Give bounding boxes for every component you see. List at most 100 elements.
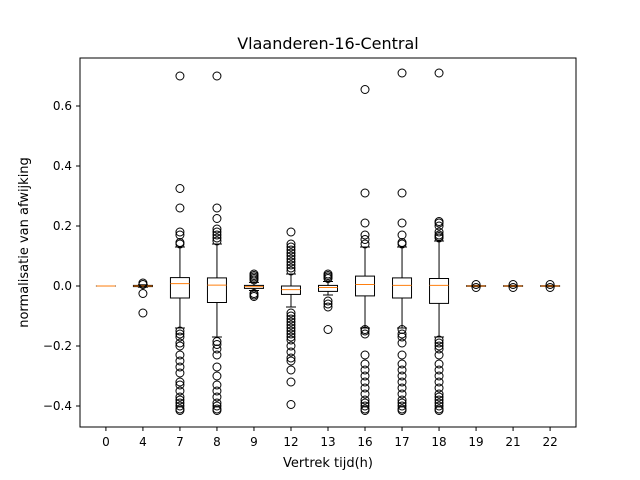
outlier-point bbox=[434, 392, 444, 402]
box-group-16 bbox=[355, 85, 376, 415]
outlier-point bbox=[360, 406, 370, 415]
outlier-point bbox=[212, 406, 222, 415]
box-group-9 bbox=[243, 269, 264, 301]
outlier-point bbox=[212, 230, 222, 240]
outlier-point bbox=[286, 365, 296, 375]
outlier-point bbox=[175, 395, 185, 405]
y-tick-label: −0.4 bbox=[43, 399, 72, 413]
outlier-point bbox=[434, 377, 444, 387]
outlier-point bbox=[508, 283, 518, 292]
outlier-point bbox=[286, 248, 296, 258]
outlier-point bbox=[212, 386, 222, 396]
box-group-22 bbox=[540, 280, 561, 292]
outlier-point bbox=[138, 289, 148, 298]
outlier-point bbox=[397, 239, 407, 249]
box-group-18 bbox=[429, 68, 450, 415]
outlier-point bbox=[212, 227, 222, 237]
outlier-point bbox=[434, 350, 444, 360]
outlier-point bbox=[175, 368, 185, 378]
outlier-point bbox=[175, 362, 185, 372]
outlier-point bbox=[286, 347, 296, 357]
outlier-point bbox=[434, 365, 444, 375]
outlier-point bbox=[545, 283, 555, 292]
outlier-point bbox=[175, 356, 185, 366]
outlier-point bbox=[434, 227, 444, 237]
outlier-point bbox=[212, 392, 222, 402]
outlier-point bbox=[286, 251, 296, 261]
outlier-point bbox=[397, 389, 407, 399]
outlier-point bbox=[508, 280, 518, 289]
outlier-point bbox=[397, 406, 407, 415]
outlier-point bbox=[212, 71, 222, 81]
outlier-point bbox=[360, 377, 370, 387]
y-axis-label: normalisatie van afwijking bbox=[17, 157, 32, 328]
outlier-point bbox=[360, 239, 370, 249]
outlier-point bbox=[434, 221, 444, 231]
outlier-point bbox=[360, 329, 370, 339]
outlier-point bbox=[397, 332, 407, 342]
outlier-point bbox=[175, 392, 185, 402]
outlier-point bbox=[360, 383, 370, 393]
x-tick-label: 9 bbox=[250, 435, 258, 449]
outlier-point bbox=[323, 325, 333, 334]
outlier-point bbox=[175, 71, 185, 81]
outlier-point bbox=[175, 380, 185, 390]
outlier-point bbox=[360, 218, 370, 228]
outlier-point bbox=[212, 380, 222, 390]
outlier-point bbox=[212, 233, 222, 243]
outlier-point bbox=[286, 245, 296, 255]
outlier-point bbox=[286, 254, 296, 264]
x-tick-label: 13 bbox=[320, 435, 335, 449]
outlier-point bbox=[434, 341, 444, 351]
outlier-point bbox=[175, 406, 185, 415]
outlier-point bbox=[360, 371, 370, 381]
outlier-point bbox=[175, 332, 185, 342]
outlier-point bbox=[286, 308, 296, 318]
box bbox=[392, 277, 413, 299]
outlier-point bbox=[434, 401, 444, 411]
outlier-point bbox=[360, 350, 370, 360]
box-group-17 bbox=[392, 68, 413, 415]
outlier-point bbox=[360, 326, 370, 336]
box-group-4 bbox=[132, 278, 153, 318]
y-tick-label: 0.0 bbox=[53, 279, 72, 293]
x-tick-label: 18 bbox=[431, 435, 446, 449]
outlier-point bbox=[212, 344, 222, 354]
box-group-12 bbox=[280, 227, 301, 409]
outlier-point bbox=[397, 230, 407, 240]
x-tick-label: 4 bbox=[139, 435, 147, 449]
outlier-point bbox=[286, 353, 296, 363]
y-axis: −0.4 −0.2 0.0 0.2 0.4 0.6 bbox=[43, 99, 80, 413]
outlier-point bbox=[212, 236, 222, 246]
outlier-point bbox=[323, 274, 333, 283]
outlier-point bbox=[434, 406, 444, 415]
outlier-point bbox=[249, 292, 259, 301]
outlier-point bbox=[434, 359, 444, 369]
outlier-point bbox=[286, 329, 296, 339]
outlier-point bbox=[323, 299, 333, 309]
box bbox=[355, 275, 376, 297]
outlier-point bbox=[434, 233, 444, 243]
outlier-point bbox=[397, 371, 407, 381]
outlier-point bbox=[212, 371, 222, 381]
outlier-point bbox=[175, 184, 185, 193]
outlier-point bbox=[175, 203, 185, 213]
x-axis: 0 4 7 8 9 12 13 16 17 18 19 21 22 bbox=[102, 427, 558, 449]
outlier-point bbox=[286, 227, 296, 237]
outlier-point bbox=[434, 371, 444, 381]
outlier-point bbox=[138, 278, 148, 288]
outlier-point bbox=[286, 332, 296, 342]
outlier-point bbox=[360, 401, 370, 411]
outlier-point bbox=[286, 263, 296, 273]
outlier-point bbox=[286, 400, 296, 409]
outlier-point bbox=[434, 218, 444, 228]
x-tick-label: 8 bbox=[213, 435, 221, 449]
outlier-point bbox=[360, 395, 370, 405]
axes-frame bbox=[79, 57, 577, 428]
y-tick-label: −0.2 bbox=[43, 339, 72, 353]
outlier-point bbox=[286, 341, 296, 351]
outlier-point bbox=[397, 218, 407, 228]
outlier-point bbox=[397, 377, 407, 387]
x-axis-label: Vertrek tijd(h) bbox=[283, 456, 373, 471]
